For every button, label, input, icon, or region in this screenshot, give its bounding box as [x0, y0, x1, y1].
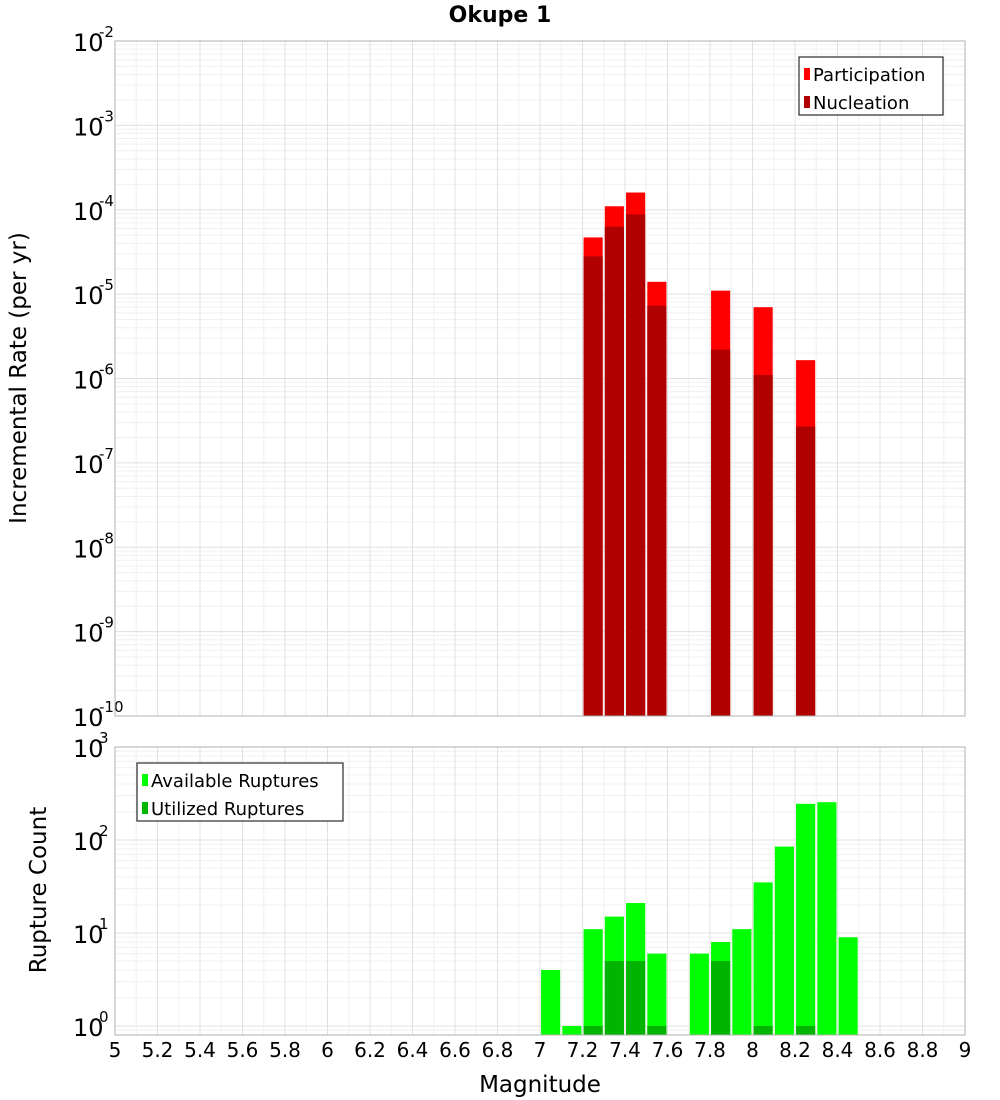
- y-tick-label: 10: [73, 921, 104, 949]
- legend-label: Available Ruptures: [151, 771, 319, 792]
- y-tick-exponent: -5: [99, 276, 114, 294]
- y-tick-exponent: -3: [99, 107, 114, 125]
- y-tick-label: 10: [73, 620, 104, 648]
- x-tick-label: 8.2: [779, 1038, 811, 1062]
- y-tick-label: 10: [73, 29, 104, 57]
- x-axis-label: Magnitude: [479, 1072, 601, 1098]
- x-tick-label: 7: [534, 1038, 547, 1062]
- top-y-axis-label: Incremental Rate (per yr): [6, 232, 32, 524]
- y-tick-label: 10: [73, 282, 104, 310]
- count-bar-available-ruptures: [541, 969, 561, 1035]
- y-tick-exponent: -4: [99, 192, 114, 210]
- x-tick-label: 7.8: [694, 1038, 726, 1062]
- count-bar-available-ruptures: [796, 803, 816, 1035]
- chart-title: Okupe 1: [449, 3, 552, 28]
- legend-label: Utilized Ruptures: [151, 799, 304, 820]
- y-tick-exponent: -10: [99, 698, 124, 716]
- x-tick-label: 8.8: [907, 1038, 939, 1062]
- count-bar-available-ruptures: [583, 929, 603, 1035]
- count-bar-utilized-ruptures: [753, 1025, 773, 1035]
- legend-swatch: [142, 802, 148, 814]
- y-tick-exponent: -7: [99, 445, 114, 463]
- y-tick-exponent: -2: [99, 23, 114, 41]
- rate-bar-nucleation: [711, 349, 731, 716]
- count-bar-utilized-ruptures: [604, 960, 624, 1035]
- y-tick-exponent: 1: [99, 915, 109, 933]
- x-tick-label: 5.4: [184, 1038, 216, 1062]
- y-tick-exponent: 2: [99, 822, 109, 840]
- x-tick-label: 7.4: [609, 1038, 641, 1062]
- legend-swatch: [142, 774, 148, 786]
- plot-frame: [114, 746, 966, 1036]
- plot-frame: [114, 40, 966, 717]
- y-tick-label: 10: [73, 113, 104, 141]
- x-tick-label: 7.6: [652, 1038, 684, 1062]
- count-bar-available-ruptures: [562, 1025, 582, 1035]
- count-bar-available-ruptures: [689, 953, 709, 1035]
- x-tick-label: 6.8: [482, 1038, 514, 1062]
- x-tick-label: 5.8: [269, 1038, 301, 1062]
- y-tick-label: 10: [73, 704, 104, 732]
- rate-bar-nucleation: [647, 305, 667, 716]
- x-tick-label: 5.6: [227, 1038, 259, 1062]
- legend-swatch: [804, 68, 810, 80]
- count-bar-available-ruptures: [753, 882, 773, 1035]
- x-tick-label: 9: [959, 1038, 972, 1062]
- x-tick-label: 6: [321, 1038, 334, 1062]
- rate-bar-nucleation: [604, 226, 624, 716]
- y-tick-exponent: 3: [99, 729, 109, 747]
- rate-bar-nucleation: [753, 375, 773, 716]
- y-tick-exponent: -8: [99, 529, 114, 547]
- y-tick-exponent: -9: [99, 614, 114, 632]
- x-tick-label: 7.2: [567, 1038, 599, 1062]
- legend-box: [798, 56, 944, 116]
- bottom-y-axis-label: Rupture Count: [26, 807, 52, 973]
- y-tick-exponent: -6: [99, 361, 114, 379]
- count-bar-available-ruptures: [732, 929, 752, 1035]
- x-tick-label: 6.6: [439, 1038, 471, 1062]
- x-tick-label: 8: [746, 1038, 759, 1062]
- x-tick-label: 8.4: [822, 1038, 854, 1062]
- rate-panel: 10-1010-910-810-710-610-510-410-310-2Par…: [73, 23, 966, 732]
- x-tick-label: 5: [109, 1038, 122, 1062]
- rate-bar-nucleation: [583, 256, 603, 716]
- count-bar-utilized-ruptures: [711, 960, 731, 1035]
- legend-label: Participation: [813, 65, 925, 86]
- y-tick-exponent: 0: [99, 1008, 109, 1026]
- y-tick-label: 10: [73, 367, 104, 395]
- legend-label: Nucleation: [813, 93, 909, 114]
- y-tick-label: 10: [73, 198, 104, 226]
- rate-bar-nucleation: [626, 214, 646, 717]
- count-bar-utilized-ruptures: [583, 1025, 603, 1035]
- count-bar-available-ruptures: [647, 953, 667, 1035]
- rate-bar-nucleation: [796, 426, 816, 716]
- x-tick-label: 5.2: [142, 1038, 174, 1062]
- count-bar-available-ruptures: [817, 802, 837, 1035]
- x-tick-label: 8.6: [864, 1038, 896, 1062]
- count-bar-utilized-ruptures: [796, 1025, 816, 1035]
- y-tick-label: 10: [73, 451, 104, 479]
- count-bar-available-ruptures: [838, 937, 858, 1035]
- y-tick-label: 10: [73, 535, 104, 563]
- y-tick-label: 10: [73, 735, 104, 763]
- count-bar-utilized-ruptures: [626, 960, 646, 1035]
- x-tick-label: 6.2: [354, 1038, 386, 1062]
- y-tick-label: 10: [73, 828, 104, 856]
- legend-swatch: [804, 96, 810, 108]
- legend-box: [136, 762, 344, 822]
- x-tick-label: 6.4: [397, 1038, 429, 1062]
- count-bar-utilized-ruptures: [647, 1025, 667, 1035]
- y-tick-label: 10: [73, 1014, 104, 1042]
- count-bar-available-ruptures: [774, 846, 794, 1035]
